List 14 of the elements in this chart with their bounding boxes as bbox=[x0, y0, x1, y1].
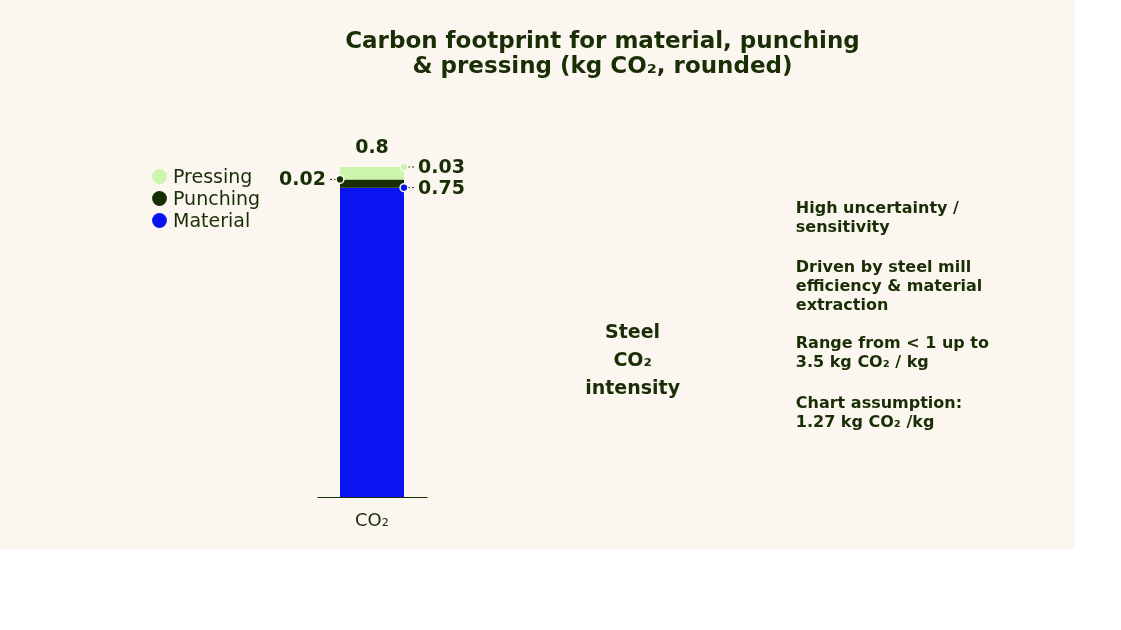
text: Steel CO₂ intensity bbox=[585, 320, 681, 398]
text: Chart assumption: 1.27 kg CO₂ /kg bbox=[795, 392, 963, 431]
legend-label: Pressing bbox=[173, 164, 253, 187]
legend-label: Punching bbox=[173, 186, 261, 209]
x-tick-label: CO₂ bbox=[355, 508, 389, 530]
text: Driven by steel mill efficiency & material extraction bbox=[795, 257, 983, 315]
text: Carbon footprint for material, punching & pressing (kg CO₂, rounded) bbox=[345, 27, 860, 78]
text: High uncertainty / sensitivity bbox=[795, 198, 960, 236]
legend-label: Material bbox=[173, 208, 251, 231]
text: Range from < 1 up to 3.5 kg CO₂ / kg bbox=[795, 333, 990, 372]
data-label: 0.03 bbox=[418, 155, 465, 177]
total-label: 0.8 bbox=[355, 135, 389, 157]
data-label: 0.75 bbox=[418, 175, 465, 198]
data-label: 0.02 bbox=[279, 167, 326, 190]
